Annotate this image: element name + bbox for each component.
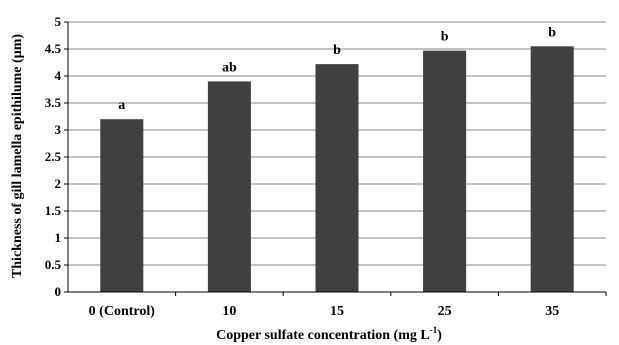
y-tick-label: 3.5 xyxy=(45,95,62,110)
x-tick-labels: 0 (Control) 10 15 25 35 xyxy=(89,304,560,319)
x-axis-title-superscript: -1 xyxy=(430,325,438,335)
bars xyxy=(100,46,574,293)
x-axis-title: Copper sulfate concentration (mg L-1) xyxy=(216,325,442,343)
bar-significance-label: b xyxy=(441,30,449,45)
bar-0 xyxy=(100,119,144,292)
bar-4 xyxy=(530,46,574,292)
y-tick-label: 4 xyxy=(55,68,62,83)
x-tick-label: 10 xyxy=(222,304,236,319)
x-tick-label: 15 xyxy=(330,304,344,319)
bar-3 xyxy=(423,50,467,293)
y-tick-labels: 0 0.5 1 1.5 2 2.5 3 3.5 4 4.5 5 xyxy=(45,14,62,299)
bar-significance-label: b xyxy=(333,43,341,58)
y-tick-label: 5 xyxy=(55,14,62,29)
axes xyxy=(64,21,607,296)
bar-1 xyxy=(207,81,251,293)
bar-2 xyxy=(315,64,359,293)
y-tick-label: 1 xyxy=(55,230,62,245)
bar-labels: a ab b b b xyxy=(118,25,556,113)
bar-significance-label: ab xyxy=(222,60,237,75)
y-tick-label: 1.5 xyxy=(45,203,62,218)
y-tick-label: 4.5 xyxy=(45,41,62,56)
y-tick-label: 2.5 xyxy=(45,149,62,164)
x-axis-title-close: ) xyxy=(437,328,442,343)
y-tick-label: 2 xyxy=(55,176,62,191)
y-tick-label: 0 xyxy=(55,284,62,299)
y-tick-label: 3 xyxy=(55,122,62,137)
x-tick-label: 35 xyxy=(545,304,559,319)
x-tick-label: 25 xyxy=(438,304,452,319)
x-tick-label: 0 (Control) xyxy=(89,304,156,319)
y-axis-title: Thickness of gill lamella epithilume (µm… xyxy=(10,34,25,278)
bar-significance-label: a xyxy=(118,98,125,113)
x-axis-title-main: Copper sulfate concentration (mg L xyxy=(216,328,430,343)
bar-significance-label: b xyxy=(548,25,556,40)
y-tick-label: 0.5 xyxy=(45,257,62,272)
